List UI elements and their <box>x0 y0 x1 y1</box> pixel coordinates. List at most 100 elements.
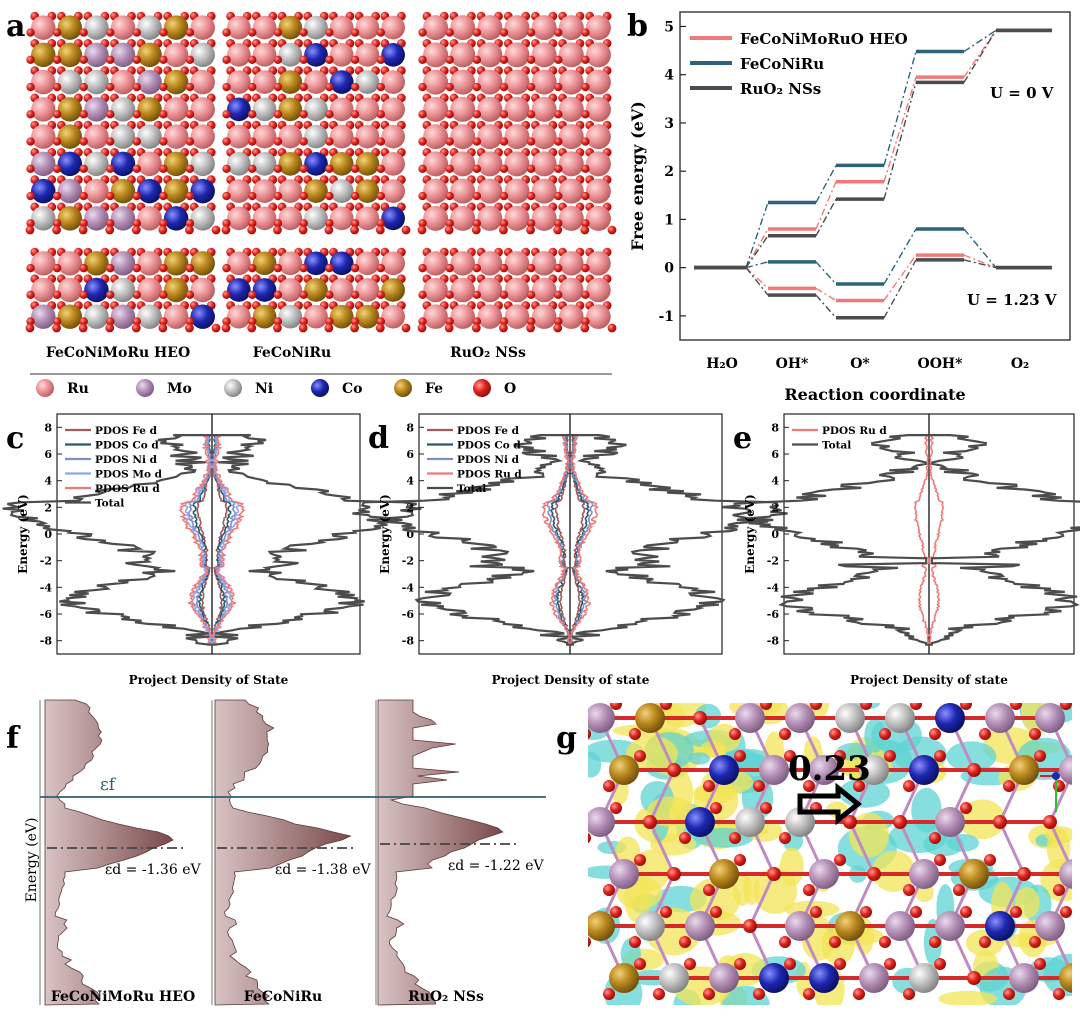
legend-atom-co-icon <box>311 379 329 397</box>
atom-mo <box>809 755 839 785</box>
legend-atom-ru-icon <box>36 379 54 397</box>
dos-ytick: 6 <box>44 448 52 461</box>
dos-xlabel: Project Density of state <box>492 673 650 687</box>
dos-ytick: 6 <box>771 448 779 461</box>
legend-atom-mo-icon <box>136 379 154 397</box>
feconiru-side-view <box>221 247 411 333</box>
atom-co <box>759 963 789 993</box>
dos-ytick: 2 <box>771 501 779 514</box>
atom-mo <box>609 859 639 889</box>
atom-fe <box>959 859 989 889</box>
atom-mo <box>759 755 789 785</box>
atom-o <box>1017 867 1031 881</box>
charge-isosurface <box>946 833 980 852</box>
column-label: RuO₂ NSs <box>408 989 484 1005</box>
dos-legend-label: PDOS Ru d <box>95 483 160 495</box>
dos-ytick: 0 <box>44 528 52 541</box>
atom-fe <box>835 911 865 941</box>
fermi-level-label: εf <box>100 775 117 795</box>
dos-ytick: -2 <box>40 555 52 568</box>
transition-line <box>963 259 997 269</box>
dos-ytick: -4 <box>767 581 780 594</box>
dos-ytick: -6 <box>40 608 53 621</box>
xtick-label: O* <box>850 356 870 372</box>
panel-b-xticks: H₂O OH* O* OOH* O₂ <box>706 356 1029 372</box>
transition-line <box>815 181 837 230</box>
dos-ytick: -6 <box>402 608 415 621</box>
transition-line <box>963 29 997 83</box>
charge-isosurface <box>946 741 997 772</box>
heo-top-view <box>25 11 221 235</box>
atom-mo <box>1035 703 1065 733</box>
atom-o <box>867 867 881 881</box>
atom-ni <box>885 703 915 733</box>
feconiru-top-view <box>221 11 411 235</box>
panel-letter-d: d <box>368 421 389 456</box>
ytick-label: 2 <box>664 164 674 180</box>
transition-line <box>745 267 769 289</box>
dos-legend-label: PDOS Co d <box>95 440 159 452</box>
axis-triad-icon <box>1040 772 1060 812</box>
dos-ylabel: Energy (eV) <box>378 494 392 574</box>
atom-fe <box>1059 963 1072 993</box>
charge-isosurface <box>625 735 678 773</box>
atom-mo <box>885 911 915 941</box>
atom-o <box>1043 815 1057 829</box>
series-1-u123 <box>694 227 1052 286</box>
dos-legend-label: Total <box>95 498 124 510</box>
ytick-label: 0 <box>664 261 674 277</box>
dos-ytick: 8 <box>44 421 52 434</box>
dos-legend-label: PDOS Ru d <box>822 425 887 437</box>
panel-b-series <box>694 28 1052 320</box>
charge-isosurface <box>938 990 998 1005</box>
panel-letter-e: e <box>733 421 752 456</box>
legend-label: FeCoNiMoRuO HEO <box>740 30 908 48</box>
atom-mo <box>785 911 815 941</box>
structure-label-ruo2: RuO₂ NSs <box>450 345 526 361</box>
transition-line <box>745 261 769 269</box>
atom-o <box>667 763 681 777</box>
atom-mo <box>809 859 839 889</box>
transition-line <box>883 259 917 319</box>
legend-atom-label: Ni <box>255 381 273 397</box>
column-label: FeCoNiRu <box>244 989 323 1005</box>
ytick-label: 3 <box>664 116 674 132</box>
atom-o <box>967 763 981 777</box>
atom-mo <box>588 807 615 837</box>
panel-b-legend: FeCoNiMoRuO HEO FeCoNiRu RuO₂ NSs <box>690 30 908 98</box>
charge-transfer-arrow-icon <box>797 782 863 826</box>
structure-label-feconiru: FeCoNiRu <box>253 345 332 361</box>
dos-ytick: 8 <box>771 421 779 434</box>
atom-mo <box>588 703 615 733</box>
panel-letter-c: c <box>6 421 24 456</box>
ytick-label: 4 <box>664 68 674 84</box>
dos-ytick: 0 <box>406 528 414 541</box>
dband-center-label: εd = -1.22 eV <box>448 858 544 874</box>
panel-b-xlabel: Reaction coordinate <box>784 385 965 404</box>
atom-co <box>685 807 715 837</box>
atom-legend: Ru Mo Ni Co Fe O <box>36 379 516 397</box>
dband-density-area <box>44 699 174 1006</box>
transition-line <box>815 294 837 319</box>
legend-atom-label: Co <box>342 381 362 397</box>
atom-o <box>743 919 757 933</box>
dos-curve-total <box>721 434 1080 646</box>
dos-panel-c: -8 -6 -4 -2 0 2 4 6 8 PDOS Fe d PDOS Co d PDOS Ni d… <box>2 413 422 687</box>
dband-center-label: εd = -1.38 eV <box>275 862 371 878</box>
dos-legend-label: PDOS Fe d <box>95 425 158 437</box>
atom-mo <box>709 963 739 993</box>
ytick-label: 1 <box>664 212 674 228</box>
transition-line <box>963 228 997 269</box>
atom-ni <box>835 703 865 733</box>
atom-ni <box>659 963 689 993</box>
dos-ytick: 0 <box>771 528 779 541</box>
atom-mo <box>1009 963 1039 993</box>
atom-mo <box>935 807 965 837</box>
dos-ytick: 2 <box>44 501 52 514</box>
atom-mo <box>1059 859 1072 889</box>
atom-mo <box>735 703 765 733</box>
dos-legend-label: PDOS Ni d <box>95 454 158 466</box>
charge-transfer-value: 0.23 <box>788 749 871 789</box>
series-2-u0 <box>694 28 1052 270</box>
